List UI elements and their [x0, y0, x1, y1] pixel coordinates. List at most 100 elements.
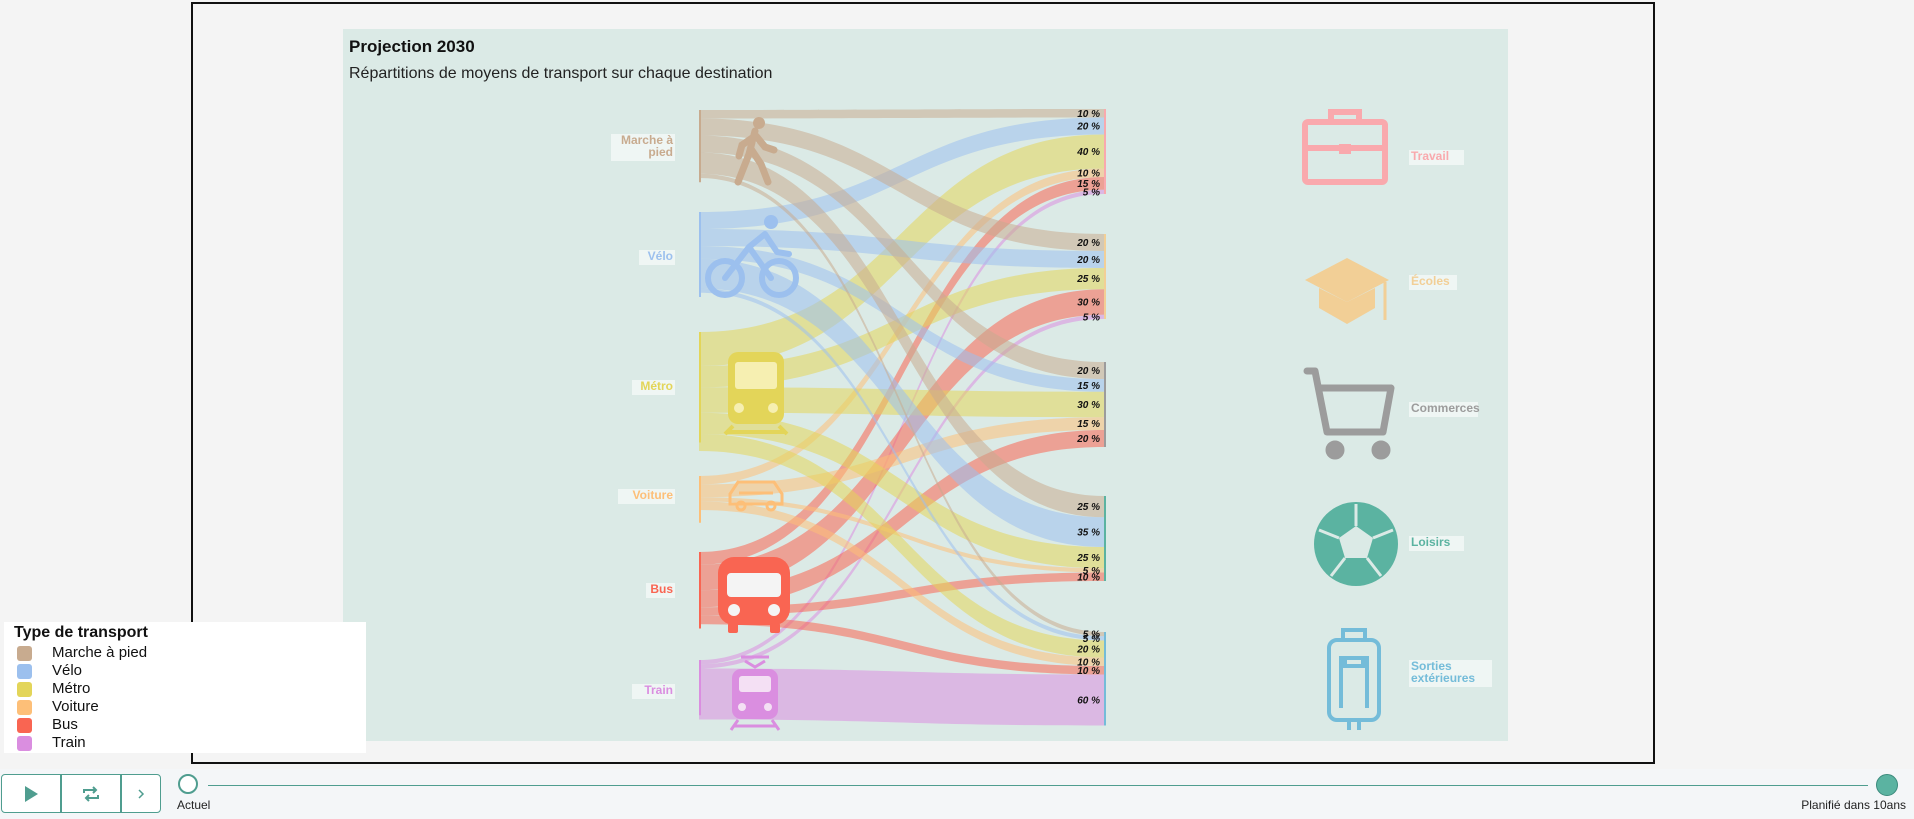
flow-link[interactable]: [699, 173, 1104, 637]
legend-label: Vélo: [52, 662, 83, 679]
timeline-start-label: Actuel: [177, 798, 211, 812]
flow-link[interactable]: [699, 501, 1104, 667]
label-background: [618, 489, 675, 504]
flow-link[interactable]: [699, 668, 1104, 726]
flow-link[interactable]: [699, 152, 1104, 518]
flow-link[interactable]: [699, 246, 1104, 392]
timeline-controls: Actuel Planifié dans 10ans: [0, 769, 1914, 819]
flow-link[interactable]: [699, 289, 1104, 591]
source-label: Bus: [650, 582, 673, 596]
timeline-track[interactable]: [208, 785, 1868, 786]
chart-frame: Projection 2030 Répartitions de moyens d…: [191, 2, 1655, 764]
flow-value-label: 15 %: [1077, 179, 1100, 190]
play-button[interactable]: [1, 774, 61, 813]
shopping-cart-icon: [1303, 367, 1395, 460]
source-label: pied: [648, 145, 673, 159]
timeline-slider-handle[interactable]: [1876, 774, 1898, 796]
flow-value-label: 25 %: [1076, 274, 1100, 285]
flow-value-label: 5 %: [1083, 634, 1100, 645]
source-label: Vélo: [648, 249, 673, 263]
flow-links: [699, 109, 1104, 726]
source-node-bar: [699, 212, 701, 297]
source-node-bar: [699, 332, 701, 443]
flow-value-label: 20 %: [1076, 645, 1100, 656]
flow-link[interactable]: [699, 117, 1104, 230]
target-label: Écoles: [1411, 273, 1450, 288]
flow-link[interactable]: [699, 109, 1104, 119]
target-label: Travail: [1411, 149, 1449, 163]
bicycle-icon: [705, 215, 799, 298]
target-node-bar: [1104, 362, 1106, 447]
flow-value-label: 20 %: [1076, 434, 1100, 445]
source-label: Train: [644, 683, 673, 697]
flow-value-label: 30 %: [1077, 298, 1100, 309]
source-label: Voiture: [633, 488, 674, 502]
label-background: [646, 583, 675, 598]
flow-link[interactable]: [699, 229, 1104, 268]
luggage-icon: [1327, 628, 1381, 730]
legend-swatch: [17, 646, 32, 661]
flow-link[interactable]: [699, 288, 1104, 641]
flow-link[interactable]: [699, 497, 1104, 573]
loop-button[interactable]: [61, 774, 121, 813]
flow-link[interactable]: [699, 177, 1104, 565]
source-label: Métro: [640, 379, 673, 393]
legend-title: Type de transport: [14, 624, 148, 641]
legend-label: Métro: [52, 680, 91, 697]
target-label: Sorties: [1411, 659, 1452, 673]
flow-value-label: 10 %: [1077, 657, 1100, 668]
label-background: [1409, 660, 1492, 687]
play-icon: [25, 785, 38, 802]
chart-subtitle: Répartitions de moyens de transport sur …: [349, 65, 772, 82]
timeline-start-handle[interactable]: [178, 774, 198, 794]
briefcase-icon: [1302, 109, 1388, 185]
legend-swatch: [17, 700, 32, 715]
target-node-bar: [1104, 234, 1106, 319]
flow-value-label: 35 %: [1077, 528, 1100, 539]
target-label: Commerces: [1411, 401, 1480, 415]
flow-value-label: 40 %: [1076, 147, 1100, 158]
legend-label: Train: [52, 734, 86, 751]
label-background: [1409, 150, 1464, 165]
flow-value-label: 10 %: [1077, 109, 1100, 120]
timeline-end-label: Planifié dans 10ans: [1801, 798, 1906, 812]
label-background: [611, 134, 675, 161]
label-background: [1409, 536, 1464, 551]
node-bars: [699, 109, 1106, 726]
legend-swatch: [17, 682, 32, 697]
legend-label: Bus: [52, 716, 78, 733]
legend-label: Voiture: [52, 698, 99, 715]
flow-link[interactable]: [699, 412, 1104, 569]
flow-link[interactable]: [699, 572, 1104, 616]
flow-value-label: 20 %: [1076, 366, 1100, 377]
target-node-bar: [1104, 496, 1106, 581]
flow-value-label: 15 %: [1077, 381, 1100, 392]
flow-link[interactable]: [699, 118, 1104, 252]
legend-swatch: [17, 664, 32, 679]
flow-value-label: 10 %: [1077, 572, 1100, 583]
target-node-bar: [1104, 632, 1106, 726]
flow-link[interactable]: [699, 615, 1104, 675]
label-background: [632, 380, 675, 395]
flow-value-label: 25 %: [1076, 502, 1100, 513]
next-button[interactable]: [121, 774, 161, 813]
bus-icon: [718, 557, 790, 633]
flow-value-label: 5 %: [1083, 566, 1100, 577]
flow-value-label: 5 %: [1083, 312, 1100, 323]
graduation-cap-icon: [1305, 258, 1389, 324]
target-label: extérieures: [1411, 671, 1475, 685]
source-label: Marche à: [621, 133, 673, 147]
flow-link[interactable]: [699, 434, 1104, 658]
repeat-icon: [83, 785, 99, 802]
flow-value-label: 10 %: [1077, 168, 1100, 179]
chart-title: Projection 2030: [349, 37, 475, 56]
flow-value-label: 10 %: [1077, 666, 1100, 677]
label-background: [1409, 402, 1478, 417]
flow-value-label: 60 %: [1077, 696, 1100, 707]
source-node-bar: [699, 476, 701, 523]
flow-value-label: 15 %: [1077, 419, 1100, 430]
flow-link[interactable]: [699, 417, 1104, 498]
flow-link[interactable]: [699, 135, 1104, 380]
flow-link[interactable]: [699, 430, 1104, 608]
